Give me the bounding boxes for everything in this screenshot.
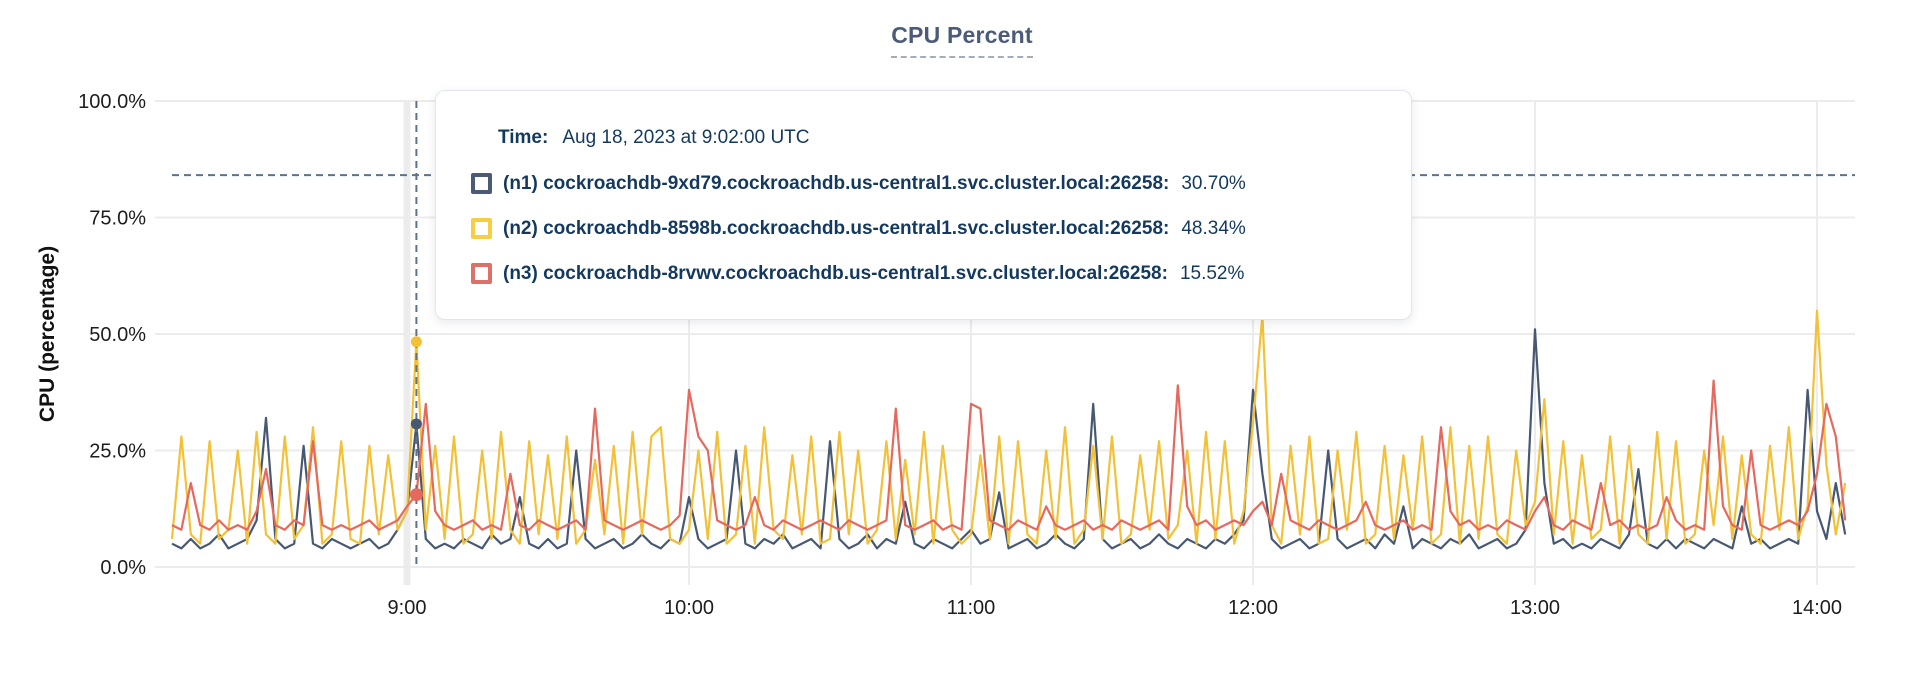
series-value: 15.52% [1179,262,1245,284]
x-tick-label: 10:00 [664,597,714,619]
y-tick-label: 25.0% [89,441,146,463]
chart-title-wrap: CPU Percent [0,22,1924,58]
x-tick-label: 12:00 [1228,597,1278,619]
series-swatch-icon [471,218,492,239]
x-tick-label: 9:00 [388,597,427,619]
hover-dot-n2 [410,336,422,348]
y-tick-label: 50.0% [89,324,146,346]
series-value: 30.70% [1181,172,1246,194]
y-tick-label: 100.0% [78,91,146,113]
tooltip-row-n3: (n3) cockroachdb-8rvwv.cockroachdb.us-ce… [471,259,1381,288]
series-swatch-icon [471,173,492,194]
y-axis-title: CPU (percentage) [36,245,59,423]
tooltip-series-rows: (n1) cockroachdb-9xd79.cockroachdb.us-ce… [471,169,1381,288]
hover-dot-n3 [409,488,423,502]
series-line-n2 [170,309,1847,545]
hover-tooltip: Time: Aug 18, 2023 at 9:02:00 UTC (n1) co… [435,90,1412,320]
series-line-n1 [171,328,1847,550]
tooltip-time-label: Time: [498,127,549,148]
tooltip-time-value: Aug 18, 2023 at 9:02:00 UTC [562,127,810,148]
series-label: (n2) cockroachdb-8598b.cockroachdb.us-ce… [503,217,1170,239]
x-tick-label: 13:00 [1510,597,1560,619]
chart-title: CPU Percent [891,22,1033,58]
hover-dot-n1 [410,418,422,430]
y-tick-label: 0.0% [100,557,146,579]
y-tick-label: 75.0% [89,208,146,230]
tooltip-row-n1: (n1) cockroachdb-9xd79.cockroachdb.us-ce… [471,169,1381,198]
tooltip-row-n2: (n2) cockroachdb-8598b.cockroachdb.us-ce… [471,214,1381,243]
series-swatch-icon [471,263,492,284]
tooltip-time-row: Time: Aug 18, 2023 at 9:02:00 UTC [498,127,1381,149]
series-value: 48.34% [1181,217,1246,239]
series-label: (n1) cockroachdb-9xd79.cockroachdb.us-ce… [503,172,1170,194]
x-tick-label: 11:00 [947,597,996,619]
x-tick-label: 14:00 [1792,597,1842,619]
series-label: (n3) cockroachdb-8rvwv.cockroachdb.us-ce… [503,262,1168,284]
series-line-n3 [171,379,1847,531]
